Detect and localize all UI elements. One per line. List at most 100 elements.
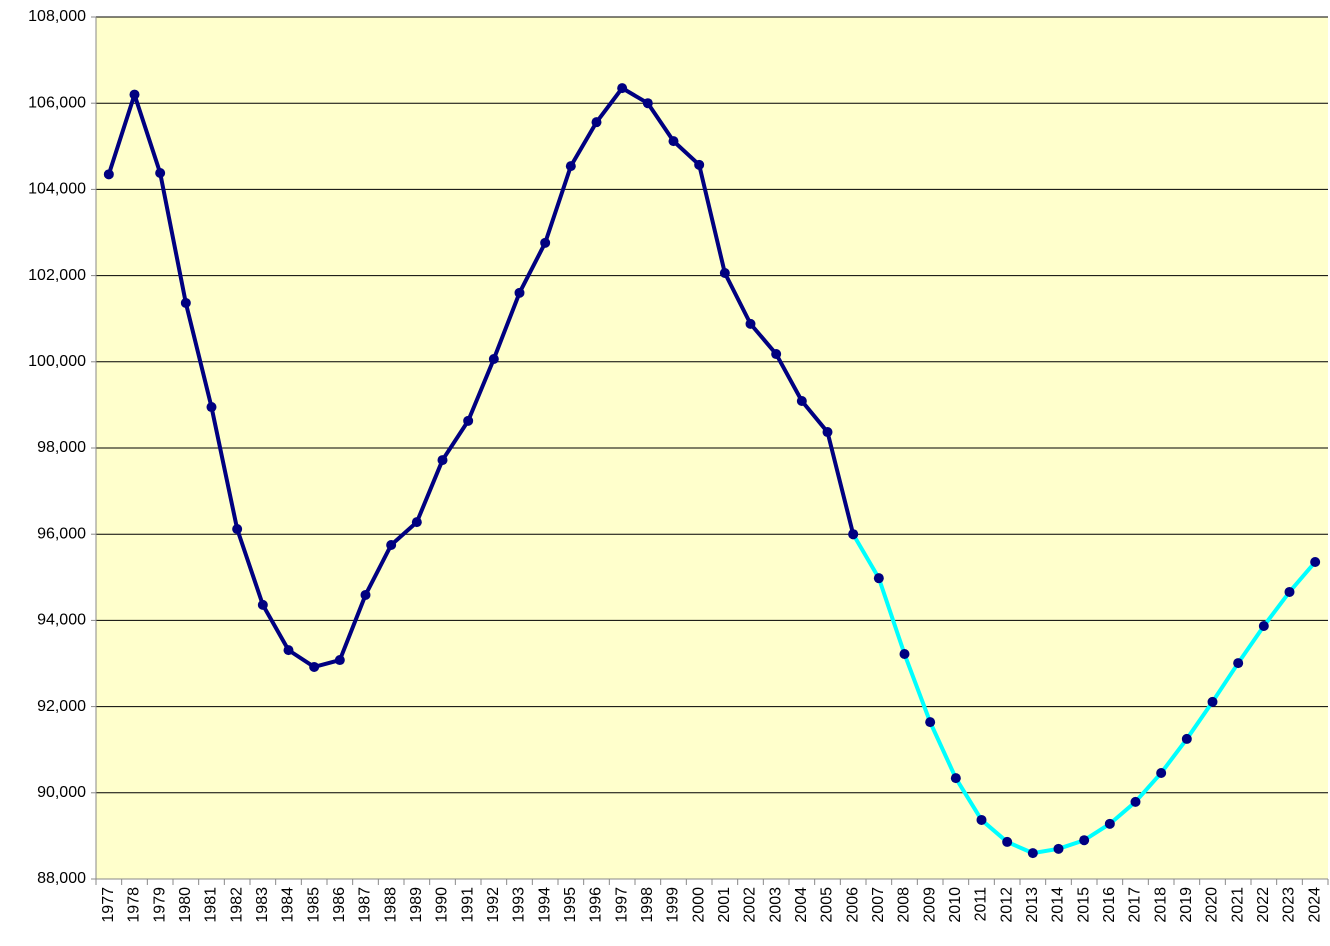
data-point [283,645,294,656]
data-point [488,353,499,364]
data-point [463,415,474,426]
data-point [1002,836,1013,847]
x-tick-label: 2013 [1024,887,1041,923]
data-point [1079,835,1090,846]
x-tick-label: 1982 [228,887,245,923]
data-point [309,661,320,672]
data-point [565,161,576,172]
x-tick-label: 2003 [767,887,784,923]
data-point [796,396,807,407]
data-point [899,649,910,660]
data-point [1310,556,1321,567]
data-point [745,318,756,329]
x-tick-label: 2005 [819,887,836,923]
x-tick-label: 1999 [665,887,682,923]
y-tick-label: 96,000 [37,525,86,542]
x-tick-label: 2022 [1255,887,1272,923]
data-point [617,83,628,94]
y-tick-label: 106,000 [28,94,86,111]
y-tick-label: 92,000 [37,698,86,715]
y-tick-label: 90,000 [37,784,86,801]
x-tick-label: 2017 [1127,887,1144,923]
x-tick-label: 2016 [1101,887,1118,923]
x-tick-label: 2015 [1075,887,1092,923]
x-tick-label: 1991 [459,887,476,923]
data-point [873,573,884,584]
x-tick-label: 2020 [1204,887,1221,923]
data-point [514,287,525,298]
x-tick-label: 1979 [151,887,168,923]
x-tick-label: 1995 [562,887,579,923]
data-point [411,517,422,528]
x-tick-label: 2011 [973,887,990,922]
data-point [1284,586,1295,597]
data-point [591,117,602,128]
data-point [232,524,243,535]
x-tick-label: 2008 [896,887,913,923]
data-point [642,98,653,109]
x-tick-label: 2010 [947,887,964,923]
x-tick-label: 1989 [408,887,425,923]
x-tick-label: 2002 [742,887,759,923]
data-point [976,814,987,825]
data-point [1130,796,1141,807]
data-point [103,169,114,180]
x-tick-label: 1996 [588,887,605,923]
x-tick-label: 2024 [1306,887,1323,923]
data-point [1053,843,1064,854]
x-tick-label: 1990 [434,887,451,923]
x-tick-label: 1994 [536,887,553,923]
data-point [694,159,705,170]
data-point [386,539,397,550]
x-tick-label: 2007 [870,887,887,923]
data-point [925,717,936,728]
data-point [950,773,961,784]
x-tick-label: 1980 [177,887,194,923]
x-tick-label: 1981 [203,887,220,923]
x-tick-label: 1986 [331,887,348,923]
x-tick-label: 1985 [305,887,322,923]
data-point [1181,733,1192,744]
data-point [180,297,191,308]
y-tick-label: 100,000 [28,353,86,370]
data-point [206,402,217,413]
x-tick-label: 1988 [382,887,399,923]
x-tick-label: 1983 [254,887,271,923]
y-tick-label: 88,000 [37,870,86,887]
x-tick-label: 2021 [1229,887,1246,923]
x-tick-label: 2001 [716,887,733,923]
data-point [1207,696,1218,707]
data-point [771,349,782,360]
x-tick-label: 2019 [1178,887,1195,923]
x-tick-label: 2018 [1152,887,1169,923]
data-point [257,599,268,610]
x-tick-label: 1992 [485,887,502,923]
x-tick-label: 1984 [280,887,297,923]
y-tick-label: 104,000 [28,181,86,198]
data-point [1104,818,1115,829]
data-point [848,529,859,540]
x-tick-label: 2000 [690,887,707,923]
x-tick-label: 1987 [357,887,374,923]
x-tick-label: 1997 [613,887,630,923]
data-point [540,237,551,248]
y-tick-label: 94,000 [37,612,86,629]
data-point [437,455,448,466]
data-point [129,89,140,100]
x-tick-label: 2012 [998,887,1015,923]
x-tick-label: 1993 [511,887,528,923]
y-tick-label: 108,000 [28,8,86,25]
x-tick-label: 1978 [126,887,143,923]
data-point [719,268,730,279]
y-tick-label: 98,000 [37,439,86,456]
data-point [822,427,833,438]
x-tick-label: 1977 [100,887,117,923]
x-tick-label: 2006 [844,887,861,923]
data-point [1027,848,1038,859]
data-point [1258,621,1269,632]
data-point [155,168,166,179]
data-point [360,589,371,600]
x-tick-label: 2009 [921,887,938,923]
data-point [1233,658,1244,669]
